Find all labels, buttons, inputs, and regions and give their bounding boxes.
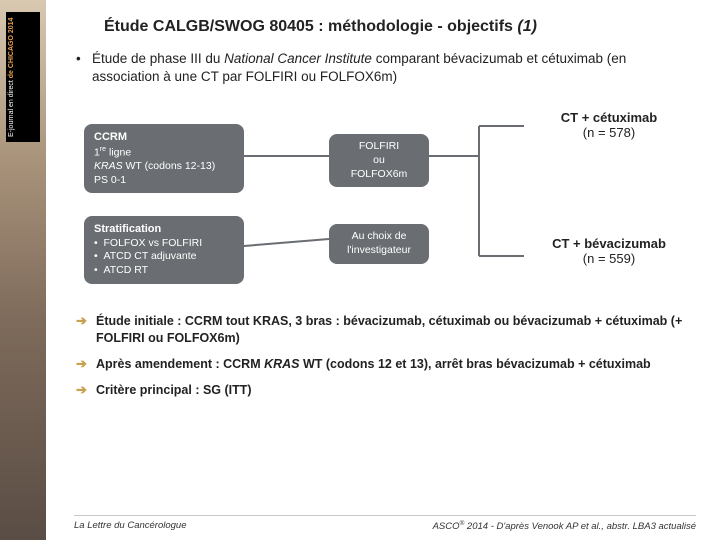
arrow-1: Étude initiale : CCRM tout KRAS, 3 bras …	[74, 313, 696, 346]
sidebar: E-journal en direct de CHICAGO 2014	[0, 0, 46, 540]
intro-pre: Étude de phase III du	[92, 51, 224, 66]
footer: La Lettre du Cancérologue ASCO® 2014 - D…	[74, 515, 696, 532]
footer-right: ASCO® 2014 - D'après Venook AP et al., a…	[433, 520, 696, 532]
intro-bullet: Étude de phase III du National Cancer In…	[74, 50, 696, 86]
connectors	[84, 106, 704, 301]
sidebar-line1: E-journal en direct	[8, 80, 15, 137]
slide-title: Étude CALGB/SWOG 80405 : méthodologie - …	[104, 18, 696, 36]
sidebar-badge: E-journal en direct de CHICAGO 2014	[6, 12, 40, 142]
arrow-bullets: Étude initiale : CCRM tout KRAS, 3 bras …	[74, 313, 696, 398]
study-diagram: CCRM 1re ligne KRAS WT (codons 12-13) PS…	[84, 106, 696, 301]
arrow-2: Après amendement : CCRM KRAS WT (codons …	[74, 356, 696, 372]
intro-ital: National Cancer Institute	[224, 51, 372, 66]
title-text: Étude CALGB/SWOG 80405 : méthodologie - …	[104, 18, 517, 35]
sidebar-line2: de CHICAGO 2014	[8, 17, 15, 78]
slide-content: Étude CALGB/SWOG 80405 : méthodologie - …	[46, 0, 720, 540]
title-suffix: (1)	[517, 18, 537, 35]
arrow-3: Critère principal : SG (ITT)	[74, 382, 696, 398]
footer-left: La Lettre du Cancérologue	[74, 520, 187, 532]
